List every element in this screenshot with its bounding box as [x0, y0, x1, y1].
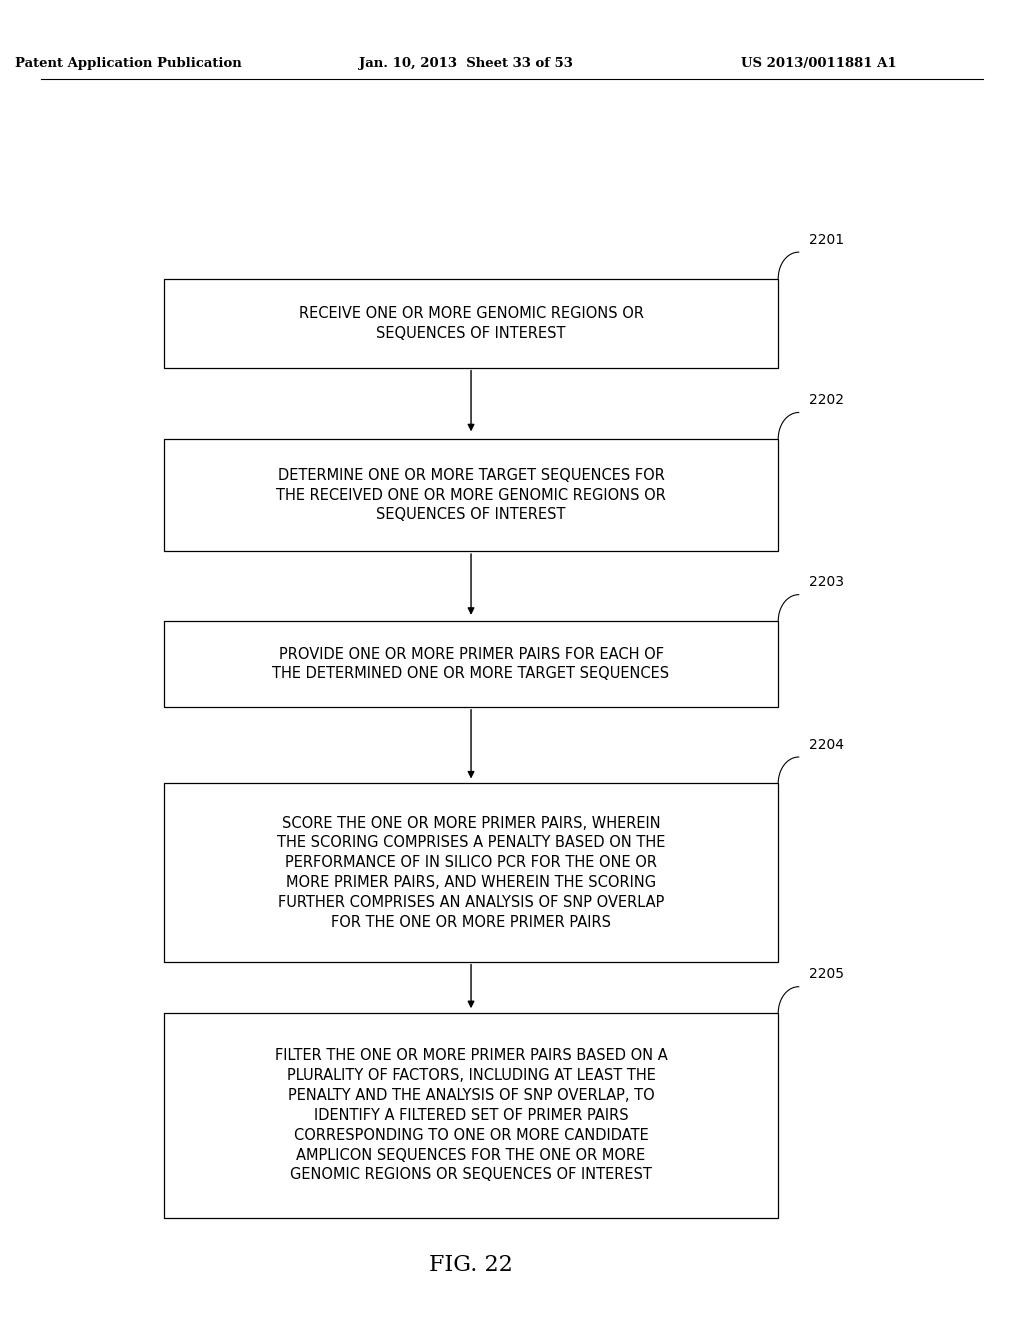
- Text: 2202: 2202: [809, 393, 844, 407]
- Bar: [164, 783, 778, 961]
- Bar: [164, 279, 778, 368]
- Text: RECEIVE ONE OR MORE GENOMIC REGIONS OR
SEQUENCES OF INTEREST: RECEIVE ONE OR MORE GENOMIC REGIONS OR S…: [299, 306, 643, 341]
- Bar: [164, 1014, 778, 1217]
- Text: DETERMINE ONE OR MORE TARGET SEQUENCES FOR
THE RECEIVED ONE OR MORE GENOMIC REGI: DETERMINE ONE OR MORE TARGET SEQUENCES F…: [276, 467, 666, 523]
- Text: 2203: 2203: [809, 576, 844, 589]
- Text: 2204: 2204: [809, 738, 844, 751]
- Text: 2205: 2205: [809, 968, 844, 982]
- Text: 2201: 2201: [809, 232, 844, 247]
- Text: Patent Application Publication: Patent Application Publication: [14, 57, 242, 70]
- Text: FILTER THE ONE OR MORE PRIMER PAIRS BASED ON A
PLURALITY OF FACTORS, INCLUDING A: FILTER THE ONE OR MORE PRIMER PAIRS BASE…: [274, 1048, 668, 1183]
- Bar: [164, 620, 778, 708]
- Text: PROVIDE ONE OR MORE PRIMER PAIRS FOR EACH OF
THE DETERMINED ONE OR MORE TARGET S: PROVIDE ONE OR MORE PRIMER PAIRS FOR EAC…: [272, 647, 670, 681]
- Text: Jan. 10, 2013  Sheet 33 of 53: Jan. 10, 2013 Sheet 33 of 53: [359, 57, 572, 70]
- Bar: [164, 438, 778, 552]
- Text: FIG. 22: FIG. 22: [429, 1254, 513, 1275]
- Text: US 2013/0011881 A1: US 2013/0011881 A1: [741, 57, 897, 70]
- Text: SCORE THE ONE OR MORE PRIMER PAIRS, WHEREIN
THE SCORING COMPRISES A PENALTY BASE: SCORE THE ONE OR MORE PRIMER PAIRS, WHER…: [276, 816, 666, 929]
